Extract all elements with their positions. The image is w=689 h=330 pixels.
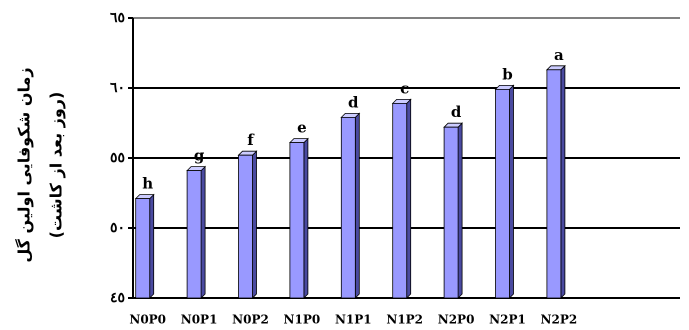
bar-depth — [457, 122, 463, 299]
x-tick-label: N2P1 — [489, 313, 526, 327]
bar — [289, 142, 305, 299]
y-tick-label: ٥٥ — [110, 150, 125, 166]
y-tick-label: ٦٥ — [110, 10, 125, 26]
bar-depth — [406, 98, 412, 299]
significance-letter: f — [247, 131, 255, 149]
bar-depth — [303, 137, 309, 299]
x-tick-label: N0P2 — [232, 313, 269, 327]
significance-letter: g — [194, 147, 205, 165]
y-tick-label: ٤٥ — [110, 290, 125, 306]
x-tick-label: N1P2 — [386, 313, 423, 327]
y-axis-title: زمان شکوفایی اولین گل — [15, 67, 34, 262]
x-tick-label: N0P1 — [181, 313, 218, 327]
bar — [546, 69, 562, 299]
y-title-2-group: (روز بعد از کاشت) — [47, 92, 66, 239]
bar-depth — [509, 84, 514, 299]
significance-letter: b — [502, 65, 513, 83]
significance-letter: h — [142, 175, 153, 193]
bar — [238, 154, 253, 299]
y-tick-label: ٦٠ — [110, 80, 125, 96]
bar — [443, 126, 459, 299]
bar — [495, 89, 510, 299]
significance-letter: e — [297, 119, 307, 137]
bar-depth — [252, 150, 257, 299]
bar — [186, 170, 202, 299]
significance-letter: c — [400, 79, 409, 97]
significance-letter: a — [554, 46, 564, 64]
bar — [135, 198, 151, 299]
significance-letter: d — [348, 93, 359, 111]
bar-depth — [200, 165, 206, 299]
x-tick-label: N2P2 — [541, 313, 578, 327]
x-tick-label: N0P0 — [129, 313, 166, 327]
y-axis-title: (روز بعد از کاشت) — [47, 92, 66, 239]
x-tick-label: N1P0 — [284, 313, 321, 327]
bar — [392, 103, 408, 299]
y-tick-label: ٥٠ — [110, 220, 125, 236]
bar-depth — [354, 112, 360, 299]
x-tick-label: N2P0 — [438, 313, 475, 327]
bar — [340, 117, 356, 299]
bar-depth — [560, 64, 566, 299]
y-title-1-group: زمان شکوفایی اولین گل — [15, 67, 34, 262]
x-tick-label: N1P1 — [335, 313, 372, 327]
significance-letter: d — [451, 103, 462, 121]
bar-depth — [149, 193, 155, 299]
